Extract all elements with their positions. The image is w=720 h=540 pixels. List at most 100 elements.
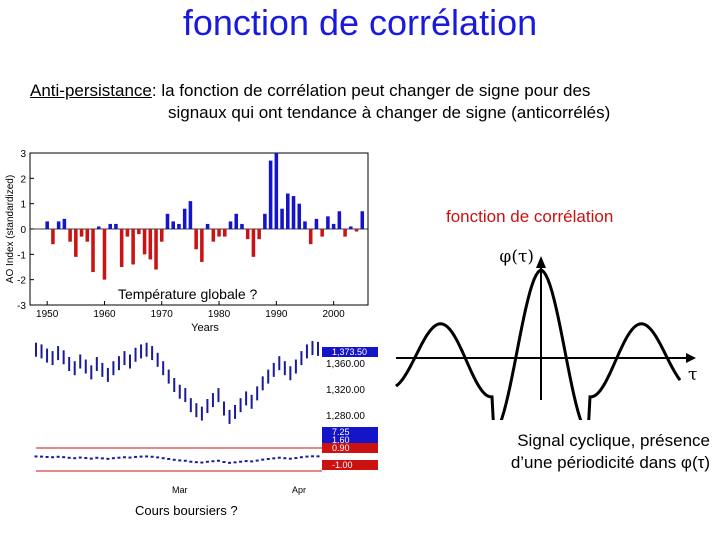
phi-tau-arrow (686, 353, 696, 363)
stock-value-badge (322, 443, 378, 453)
phi-x-label: τ (688, 365, 697, 385)
ao-bar (274, 153, 279, 229)
ao-y-axis-label: AO Index (standardized) (5, 175, 16, 283)
ao-bar (257, 229, 261, 240)
ao-y-tick-label: -2 (17, 276, 26, 287)
ao-bar (51, 229, 55, 245)
ao-bar (286, 193, 290, 229)
ao-bar (131, 229, 135, 265)
ao-x-tick-label: 1950 (36, 309, 59, 320)
cyclic-line1: Signal cyclique, présence (517, 431, 710, 450)
ao-bar (200, 229, 204, 262)
ao-bar (125, 229, 130, 237)
ao-x-tick-label: 1970 (151, 309, 174, 320)
stock-value-badge (322, 427, 378, 437)
ao-bar (349, 226, 353, 229)
ao-bar (154, 229, 158, 270)
ao-bar (177, 223, 181, 229)
phi-curve (395, 268, 682, 420)
stock-badge-label: 7.25 (332, 427, 350, 437)
correlation-function-chart: φ(τ) τ (395, 247, 697, 420)
anti-persistance-term: Anti-persistance (30, 81, 152, 100)
ao-bar (314, 218, 319, 229)
correlation-function-label: fonction de corrélation (446, 207, 614, 226)
ao-bar (142, 229, 147, 255)
ao-bar (263, 213, 267, 229)
ao-bar (354, 229, 359, 232)
stock-value-badge (322, 435, 378, 445)
intro-line2: signaux qui ont tendance à changer de si… (168, 103, 611, 122)
ao-bar (245, 229, 250, 240)
stock-y-tick-label: 1,280.00 (326, 411, 365, 422)
stock-badge-label: -1.00 (332, 460, 353, 470)
stock-value-badge (322, 460, 378, 470)
ao-x-axis-label: Years (191, 322, 219, 334)
phi-y-label: φ(τ) (499, 247, 534, 267)
ao-bar (119, 229, 124, 267)
stock-y-tick-label: 1,360.00 (326, 359, 365, 370)
stock-badge-label: 0.90 (332, 443, 350, 453)
ao-y-tick-label: -1 (17, 250, 26, 261)
slide-title: fonction de corrélation (182, 2, 538, 43)
ao-bar (114, 223, 118, 229)
ao-x-tick-label: 1980 (208, 309, 231, 320)
ao-x-tick-label: 2000 (323, 309, 346, 320)
ao-bar (280, 208, 284, 229)
ao-y-tick-label: 2 (20, 174, 26, 185)
ao-bar (228, 221, 233, 229)
ao-bar (234, 213, 239, 229)
ao-index-chart: -3 -2 -1 0 1 2 3 1950 1960 1970 1980 1990 2000 AO In… (0, 143, 375, 335)
ao-bar (337, 211, 342, 229)
ao-bar (291, 196, 296, 229)
ao-y-tick-label: 3 (20, 149, 26, 160)
ao-bar (326, 216, 330, 229)
ao-bar (79, 229, 84, 237)
ao-bar (91, 229, 95, 273)
temperature-note: Température globale ? (118, 286, 258, 302)
phi-vertical-arrow (536, 256, 546, 268)
ao-bar (85, 229, 90, 242)
ao-bar (137, 229, 141, 235)
ao-bar (205, 223, 210, 229)
ao-bar (159, 229, 164, 242)
intro-line1-rest: : la fonction de corrélation peut change… (151, 81, 591, 100)
ao-bar (188, 201, 193, 229)
stock-badge-label: 1.60 (332, 435, 350, 445)
ao-bar (56, 221, 61, 229)
ao-y-tick-label: -3 (17, 301, 26, 312)
ao-bar (165, 213, 170, 229)
stock-chart: 1,360.00 1,320.00 1,280.00 1,373.50 7.251.6… (32, 335, 382, 497)
ao-bar (360, 211, 365, 229)
ao-bar (194, 229, 198, 250)
cyclic-line2: d’une périodicité dans φ(τ) (510, 453, 710, 472)
stock-y-tick-label: 1,320.00 (326, 385, 365, 396)
ao-bar (108, 223, 112, 229)
ao-bar (211, 229, 216, 242)
ao-bar (308, 229, 313, 245)
stock-x-tick-apr: Apr (292, 485, 306, 495)
ao-y-tick-label: 1 (20, 200, 26, 211)
ao-bar (182, 208, 187, 229)
ao-bar (68, 229, 72, 242)
stock-note: Cours boursiers ? (135, 503, 238, 518)
intro-text: Anti-persistance: la fonction de corréla… (30, 80, 700, 124)
ao-bar (240, 223, 244, 229)
ao-bar (331, 223, 336, 229)
ao-bar (223, 229, 227, 237)
cyclic-signal-note: Signal cyclique, présence d’une périodic… (420, 430, 710, 474)
ao-bar (62, 218, 67, 229)
ao-x-tick-label: 1990 (265, 309, 288, 320)
ao-bar (45, 221, 49, 229)
ao-y-tick-label: 0 (20, 225, 26, 236)
ao-x-tick-label: 1960 (93, 309, 116, 320)
ao-bar (343, 229, 347, 237)
ao-bar (320, 229, 324, 237)
ao-bar (217, 229, 221, 237)
ao-bar (268, 160, 273, 229)
ao-background (0, 143, 375, 335)
stock-value-badge (322, 347, 378, 357)
ao-bar (102, 229, 107, 280)
ao-bar (96, 226, 101, 229)
ao-bar (148, 229, 153, 260)
ao-bar (171, 221, 175, 229)
